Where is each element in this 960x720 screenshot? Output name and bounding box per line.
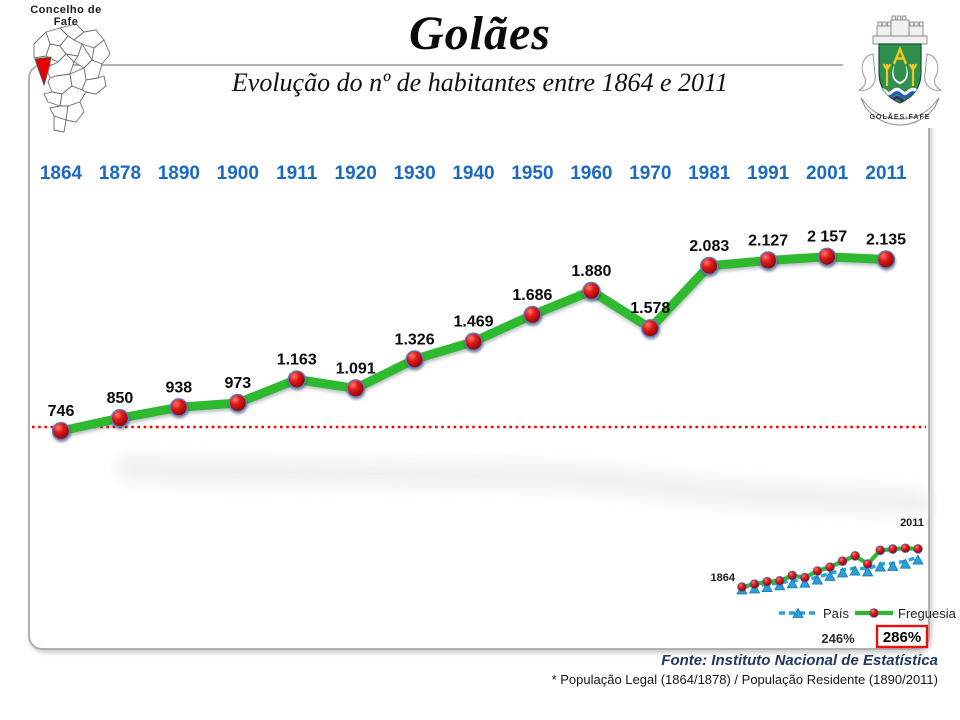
crest-mantling-right [924,53,943,91]
crest-wave-purple [879,96,921,103]
crest-caption: GOLÃES-FAFE [870,112,931,121]
crest-mantling-left [857,53,876,91]
fafe-map: Concelho de Fafe [8,2,124,144]
crest-lyre-icon [892,65,908,85]
source-text: Fonte: Instituto Nacional de Estatística [661,652,938,669]
highlighted-parish-golaes [34,56,52,87]
map-label: Concelho de Fafe [8,4,124,28]
footnote-text: * População Legal (1864/1878) / Populaçã… [551,672,938,687]
crest-wave-blue [879,91,921,98]
page-subtitle: Evolução do nº de habitantes entre 1864 … [231,68,729,97]
crest-setsquare-icon [892,45,908,65]
crest-graphic: GOLÃES-FAFE [857,15,943,126]
map-label-line2: Fafe [53,16,79,28]
crest-ribbon [860,97,940,126]
footer: Fonte: Instituto Nacional de Estatística… [552,652,938,687]
map-label-line1: Concelho de [30,4,102,16]
crest-candle-left-icon [882,63,892,86]
golaes-crest: GOLÃES-FAFE [843,0,957,128]
crest-candle-right-icon [908,63,918,86]
fafe-map-graphic [33,23,111,133]
chart-panel [28,64,930,650]
page-title: Golães [409,7,551,60]
crest-mural-crown [872,15,928,45]
